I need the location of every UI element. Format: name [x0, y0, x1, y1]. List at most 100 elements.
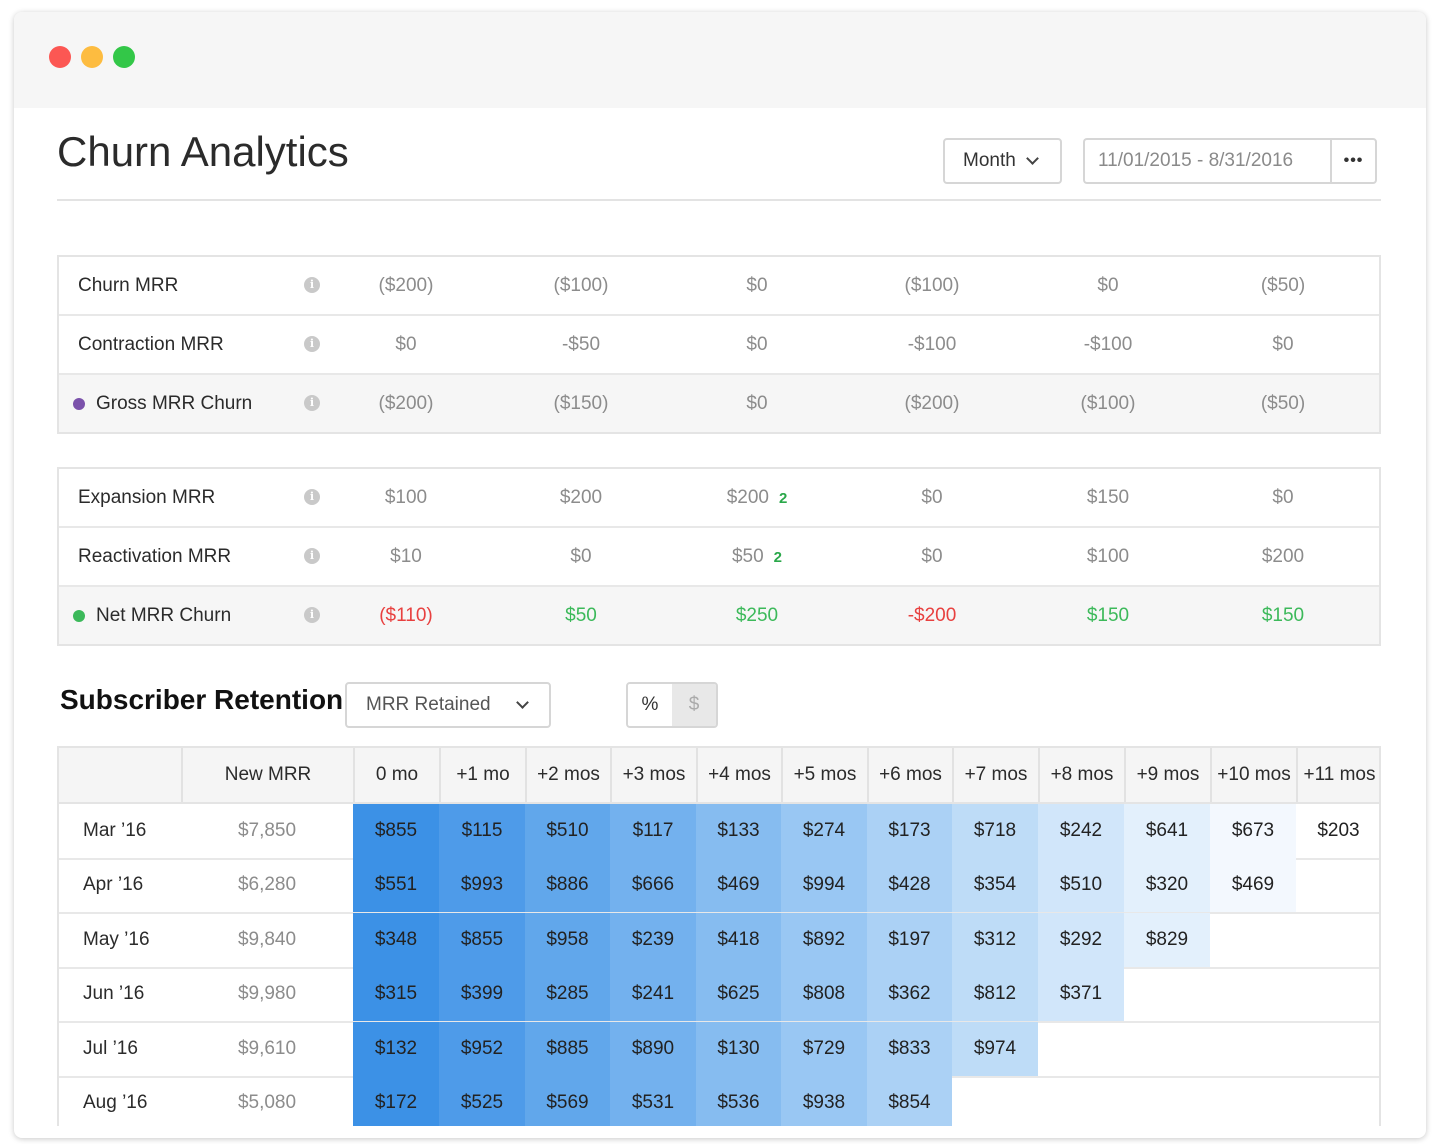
cohort-cell[interactable]: $886	[525, 858, 610, 913]
cohort-cell[interactable]: $242	[1038, 804, 1124, 858]
cohort-cell[interactable]: $812	[952, 967, 1038, 1022]
cohort-column-header[interactable]: 0 mo	[353, 748, 439, 802]
info-icon[interactable]: i	[304, 607, 320, 623]
cohort-cell[interactable]: $855	[353, 804, 439, 858]
cohort-cell[interactable]: $239	[610, 912, 696, 967]
metric-row: Reactivation MRR i $10 $0 $50 2 $0 $100 $200	[59, 528, 1379, 587]
cohort-cell[interactable]: $117	[610, 804, 696, 858]
cohort-column-header[interactable]: +10 mos	[1210, 748, 1296, 802]
cohort-cell[interactable]: $173	[867, 804, 952, 858]
cohort-cell[interactable]: $399	[439, 967, 525, 1022]
info-icon[interactable]: i	[304, 336, 320, 352]
count-badge[interactable]: 2	[778, 490, 788, 507]
cohort-cell[interactable]: $241	[610, 967, 696, 1022]
cohort-cell[interactable]: $133	[696, 804, 781, 858]
cohort-cell[interactable]: $958	[525, 912, 610, 967]
cohort-cell[interactable]: $641	[1124, 804, 1210, 858]
info-icon[interactable]: i	[304, 395, 320, 411]
cohort-cell[interactable]: $718	[952, 804, 1038, 858]
cohort-column-header[interactable]	[59, 748, 181, 802]
cohort-cell[interactable]: $551	[353, 858, 439, 913]
metric-value-text: ($200)	[904, 393, 960, 414]
metric-value: $0	[687, 316, 827, 373]
metric-value: $200	[511, 469, 651, 526]
cohort-cell[interactable]: $729	[781, 1021, 867, 1076]
legend-dot-icon	[73, 610, 85, 622]
cohort-cell[interactable]: $428	[867, 858, 952, 913]
cohort-cell[interactable]: $666	[610, 858, 696, 913]
cohort-cell[interactable]: $371	[1038, 967, 1124, 1022]
cohort-cell[interactable]: $892	[781, 912, 867, 967]
cohort-cell[interactable]: $994	[781, 858, 867, 913]
cohort-cell[interactable]: $469	[696, 858, 781, 913]
cohort-cell[interactable]: $312	[952, 912, 1038, 967]
cohort-column-header[interactable]: +2 mos	[525, 748, 610, 802]
metric-row: Contraction MRR i $0 -$50 $0 -$100 -$100 $0	[59, 316, 1379, 375]
metric-value: $150	[1213, 587, 1353, 644]
percent-toggle[interactable]: %	[628, 684, 672, 726]
date-range-input[interactable]: 11/01/2015 - 8/31/2016	[1083, 138, 1332, 184]
cohort-cell[interactable]: $525	[439, 1076, 525, 1126]
date-range-more-button[interactable]: •••	[1330, 138, 1377, 184]
cohort-column-header[interactable]: +11 mos	[1296, 748, 1379, 802]
info-icon[interactable]: i	[304, 489, 320, 505]
cohort-column-header[interactable]: +8 mos	[1038, 748, 1124, 802]
cohort-cell[interactable]: $890	[610, 1021, 696, 1076]
dollar-toggle[interactable]: $	[672, 684, 716, 726]
cohort-cell[interactable]: $625	[696, 967, 781, 1022]
cohort-cell[interactable]: $510	[1038, 858, 1124, 913]
cohort-cell[interactable]: $348	[353, 912, 439, 967]
cohort-cell[interactable]: $203	[1296, 804, 1379, 858]
metric-value: $0	[687, 257, 827, 314]
cohort-cell[interactable]: $132	[353, 1021, 439, 1076]
cohort-cell[interactable]: $197	[867, 912, 952, 967]
cohort-cell[interactable]: $829	[1124, 912, 1210, 967]
cohort-cell[interactable]: $354	[952, 858, 1038, 913]
maximize-window-button[interactable]	[113, 46, 135, 68]
cohort-cell[interactable]: $808	[781, 967, 867, 1022]
period-select[interactable]: Month	[943, 138, 1062, 184]
cohort-cell[interactable]: $285	[525, 967, 610, 1022]
cohort-column-header[interactable]: New MRR	[181, 748, 353, 802]
cohort-cell[interactable]: $673	[1210, 804, 1296, 858]
cohort-column-header[interactable]: +4 mos	[696, 748, 781, 802]
cohort-cell[interactable]: $974	[952, 1021, 1038, 1076]
cohort-cell[interactable]: $952	[439, 1021, 525, 1076]
cohort-column-header[interactable]: +3 mos	[610, 748, 696, 802]
cohort-column-header[interactable]: +9 mos	[1124, 748, 1210, 802]
cohort-label: May ’16	[83, 928, 150, 950]
cohort-column-header[interactable]: +5 mos	[781, 748, 867, 802]
cohort-cell[interactable]: $315	[353, 967, 439, 1022]
cohort-column-header[interactable]: +7 mos	[952, 748, 1038, 802]
cohort-cell[interactable]: $854	[867, 1076, 952, 1126]
cohort-cell[interactable]: $536	[696, 1076, 781, 1126]
cohort-column-header[interactable]: +6 mos	[867, 748, 952, 802]
info-icon[interactable]: i	[304, 548, 320, 564]
cohort-cell[interactable]: $130	[696, 1021, 781, 1076]
cohort-cell[interactable]: $362	[867, 967, 952, 1022]
cohort-cell[interactable]: $274	[781, 804, 867, 858]
cohort-cell[interactable]: $115	[439, 804, 525, 858]
cohort-cell[interactable]: $993	[439, 858, 525, 913]
metric-value: $150	[1038, 587, 1178, 644]
cohort-cell[interactable]: $469	[1210, 858, 1296, 913]
cohort-cell[interactable]: $510	[525, 804, 610, 858]
minimize-window-button[interactable]	[81, 46, 103, 68]
cohort-cell[interactable]: $418	[696, 912, 781, 967]
cohort-header-row: New MRR 0 mo +1 mo +2 mos +3 mos +4 mos +5 mos…	[59, 748, 1379, 804]
cohort-cell[interactable]: $172	[353, 1076, 439, 1126]
info-icon[interactable]: i	[304, 277, 320, 293]
count-badge[interactable]: 2	[773, 549, 783, 566]
retention-metric-select[interactable]: MRR Retained	[345, 682, 551, 728]
metric-value: $200	[1213, 528, 1353, 585]
cohort-cell[interactable]: $885	[525, 1021, 610, 1076]
close-window-button[interactable]	[49, 46, 71, 68]
cohort-cell[interactable]: $569	[525, 1076, 610, 1126]
cohort-cell[interactable]: $320	[1124, 858, 1210, 913]
cohort-cell[interactable]: $855	[439, 912, 525, 967]
cohort-cell[interactable]: $833	[867, 1021, 952, 1076]
cohort-cell[interactable]: $938	[781, 1076, 867, 1126]
cohort-cell[interactable]: $292	[1038, 912, 1124, 967]
cohort-column-header[interactable]: +1 mo	[439, 748, 525, 802]
cohort-cell[interactable]: $531	[610, 1076, 696, 1126]
